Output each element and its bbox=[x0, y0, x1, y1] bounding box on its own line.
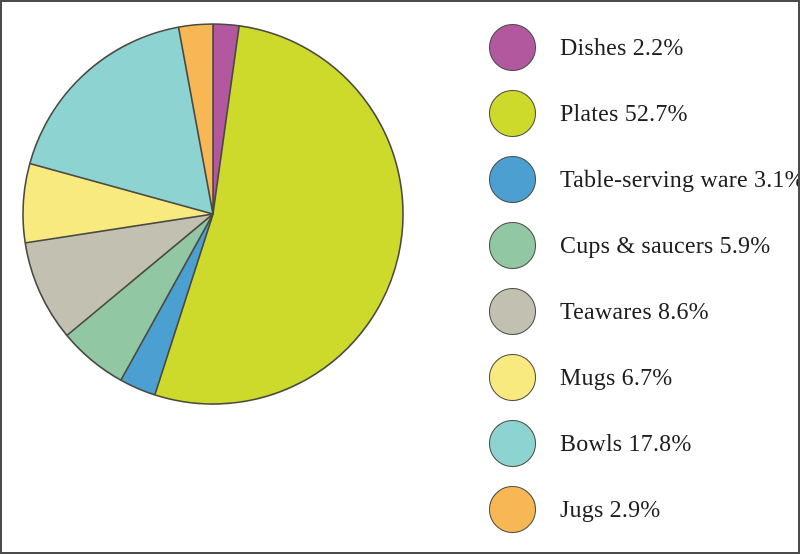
legend-swatch-cups-saucers bbox=[489, 222, 536, 269]
legend-swatch-table-serving-ware bbox=[489, 156, 536, 203]
legend-label: Plates 52.7% bbox=[560, 100, 688, 127]
pie-slice bbox=[24, 213, 214, 337]
pie-slice bbox=[177, 23, 214, 215]
legend-item: Mugs 6.7% bbox=[489, 354, 798, 401]
legend-swatch-jugs bbox=[489, 486, 536, 533]
legend-item: Plates 52.7% bbox=[489, 90, 798, 137]
legend-swatch-teawares bbox=[489, 288, 536, 335]
legend-label: Dishes 2.2% bbox=[560, 34, 684, 61]
legend-swatch-mugs bbox=[489, 354, 536, 401]
legend-label: Jugs 2.9% bbox=[560, 496, 661, 523]
legend-item: Cups & saucers 5.9% bbox=[489, 222, 798, 269]
pie-chart bbox=[22, 23, 404, 405]
legend-item: Dishes 2.2% bbox=[489, 24, 798, 71]
legend-swatch-plates bbox=[489, 90, 536, 137]
legend-item: Bowls 17.8% bbox=[489, 420, 798, 467]
legend-swatch-bowls bbox=[489, 420, 536, 467]
pie-slice bbox=[154, 25, 404, 405]
legend-item: Jugs 2.9% bbox=[489, 486, 798, 533]
legend-item: Table-serving ware 3.1% bbox=[489, 156, 800, 203]
legend-label: Bowls 17.8% bbox=[560, 430, 692, 457]
legend: Dishes 2.2% Plates 52.7% Table-serving w… bbox=[489, 24, 800, 552]
legend-label: Teawares 8.6% bbox=[560, 298, 709, 325]
legend-label: Table-serving ware 3.1% bbox=[560, 166, 800, 193]
legend-label: Cups & saucers 5.9% bbox=[560, 232, 771, 259]
legend-swatch-dishes bbox=[489, 24, 536, 71]
legend-item: Teawares 8.6% bbox=[489, 288, 798, 335]
pie-slice bbox=[29, 26, 214, 215]
legend-label: Mugs 6.7% bbox=[560, 364, 673, 391]
